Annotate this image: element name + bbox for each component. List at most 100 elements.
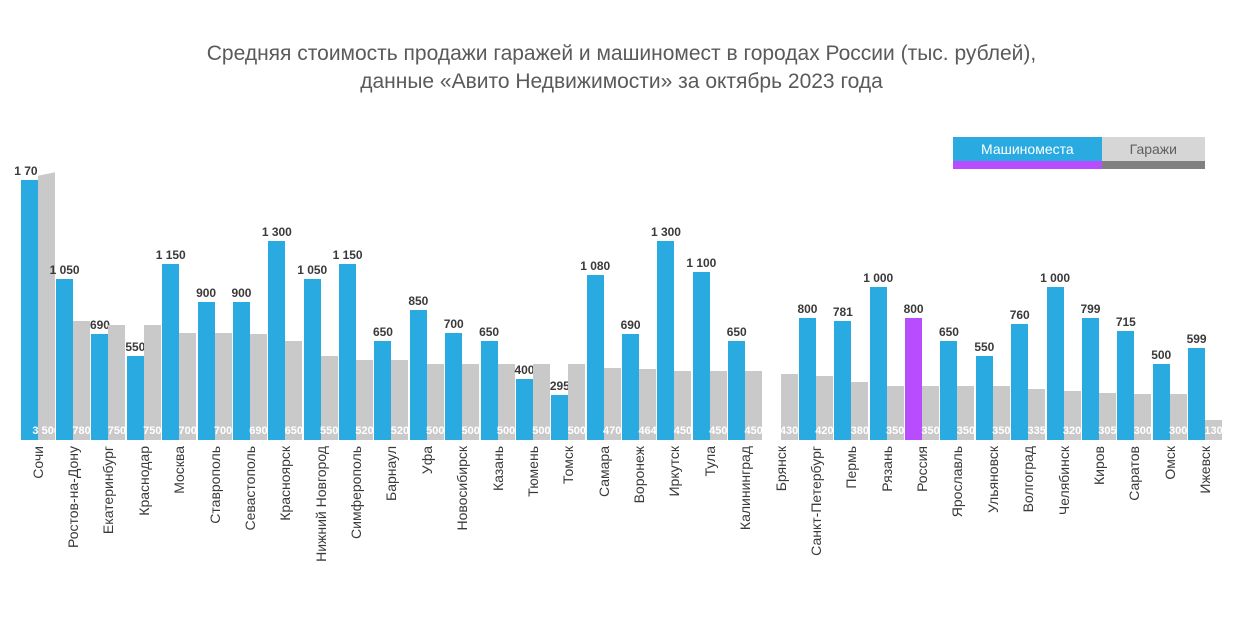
category-label-text: Сочи <box>30 446 46 479</box>
bar-gar: 520 <box>356 360 373 440</box>
bar-value: 1 080 <box>580 259 610 275</box>
bar-value: 690 <box>249 425 267 437</box>
bar-mash: 400 <box>516 379 533 440</box>
bar-value: 450 <box>709 425 727 437</box>
bar-value: 300 <box>1169 425 1187 437</box>
bar-value: 300 <box>1134 425 1152 437</box>
bar-value: 690 <box>621 318 641 334</box>
bar-value: 130 <box>1204 425 1222 437</box>
bar-value: 350 <box>992 425 1010 437</box>
bar-group: 715300 <box>1117 180 1152 440</box>
bar-gar: 690 <box>250 334 267 440</box>
category-label-text: Киров <box>1091 446 1107 485</box>
category-label-text: Пермь <box>843 446 859 489</box>
bar-value: 305 <box>1098 425 1116 437</box>
legend-underline <box>1102 161 1205 169</box>
bar-value: 420 <box>815 425 833 437</box>
bar-group: 800420 <box>798 180 833 440</box>
bar-gar: 464 <box>639 369 656 440</box>
bar-mash: 1 100 <box>693 272 710 440</box>
category-label: Тюмень <box>515 440 550 620</box>
bar-value: 500 <box>426 425 444 437</box>
bar-mash: 781 <box>834 321 851 440</box>
axis-break-icon <box>38 154 55 174</box>
bar-group: 690750 <box>91 180 126 440</box>
bar-gar: 750 <box>108 325 125 440</box>
bar-group: 690464 <box>621 180 656 440</box>
chart-container: Средняя стоимость продажи гаражей и маши… <box>0 0 1243 635</box>
category-label: Тула <box>692 440 727 620</box>
bar-gar: 450 <box>745 371 762 440</box>
bar-gar: 520 <box>391 360 408 440</box>
bar-value: 450 <box>744 425 762 437</box>
bar-mash: 690 <box>622 334 639 440</box>
bar-value: 1 050 <box>297 263 327 279</box>
bar-gar: 350 <box>887 386 904 440</box>
bar-value: 520 <box>355 425 373 437</box>
category-label: Брянск <box>763 440 798 620</box>
category-label-text: Воронеж <box>631 446 647 503</box>
category-label-text: Челябинск <box>1056 446 1072 515</box>
bar-value: 760 <box>1010 308 1030 324</box>
bar-gar: 500 <box>533 364 550 440</box>
bar-value: 550 <box>974 340 994 356</box>
legend-item: Гаражи <box>1102 137 1205 169</box>
bar-value: 850 <box>408 294 428 310</box>
bar-gar: 550 <box>321 356 338 440</box>
category-label-text: Санкт-Петербург <box>808 446 824 556</box>
bar-gar: 350 <box>922 386 939 440</box>
bar-group: 550350 <box>975 180 1010 440</box>
bar-gar: 300 <box>1170 394 1187 440</box>
category-label: Ярославль <box>940 440 975 620</box>
bar-mash: 690 <box>91 334 108 440</box>
category-label: Сочи <box>20 440 55 620</box>
bar-value: 550 <box>320 425 338 437</box>
category-label-text: Томск <box>560 446 576 484</box>
bar-group: 1 300650 <box>268 180 303 440</box>
bar-value: 650 <box>285 425 303 437</box>
bar-mash: 1 700 <box>21 180 38 440</box>
category-label-text: Екатеринбург <box>100 446 116 534</box>
bar-mash: 550 <box>976 356 993 440</box>
bar-value: 900 <box>196 286 216 302</box>
bar-value: 350 <box>957 425 975 437</box>
category-label: Уфа <box>409 440 444 620</box>
bar-mash: 1 150 <box>162 264 179 440</box>
bar-group: 700500 <box>445 180 480 440</box>
category-label-text: Волгоград <box>1020 446 1036 512</box>
category-label: Омск <box>1152 440 1187 620</box>
bar-group: 1 080470 <box>586 180 621 440</box>
bar-group: 550750 <box>126 180 161 440</box>
bar-gar: 500 <box>568 364 585 440</box>
bar-mash: 1 000 <box>1047 287 1064 440</box>
bar-mash: 900 <box>233 302 250 440</box>
chart-plot-area: 1 7003 5001 0507806907505507501 15070090… <box>20 180 1223 635</box>
category-label-text: Барнаул <box>383 446 399 501</box>
bar-group: 760335 <box>1011 180 1046 440</box>
bar-group: 650500 <box>480 180 515 440</box>
bar-mash: 1 300 <box>657 241 674 440</box>
bar-gar: 350 <box>957 386 974 440</box>
category-label: Челябинск <box>1046 440 1081 620</box>
category-label-text: Тула <box>702 446 718 476</box>
category-label-text: Красноярск <box>277 446 293 521</box>
bar-value: 500 <box>532 425 550 437</box>
category-label: Иркутск <box>657 440 692 620</box>
category-label: Екатеринбург <box>91 440 126 620</box>
category-label-text: Брянск <box>773 446 789 491</box>
bar-group: 430 <box>763 180 798 440</box>
category-label: Томск <box>551 440 586 620</box>
legend-item: Машиноместа <box>953 137 1102 169</box>
bar-group: 1 000320 <box>1046 180 1081 440</box>
category-label: Ростов-на-Дону <box>55 440 90 620</box>
category-label-text: Рязань <box>879 446 895 492</box>
bar-gar: 700 <box>179 333 196 440</box>
category-label-text: Ижевск <box>1197 446 1213 494</box>
bar-value: 650 <box>373 325 393 341</box>
bar-value: 650 <box>479 325 499 341</box>
bar-value: 1 100 <box>686 256 716 272</box>
category-label-text: Ставрополь <box>207 446 223 524</box>
bar-value: 430 <box>780 425 798 437</box>
bar-mash: 799 <box>1082 318 1099 440</box>
bar-value: 781 <box>833 305 853 321</box>
